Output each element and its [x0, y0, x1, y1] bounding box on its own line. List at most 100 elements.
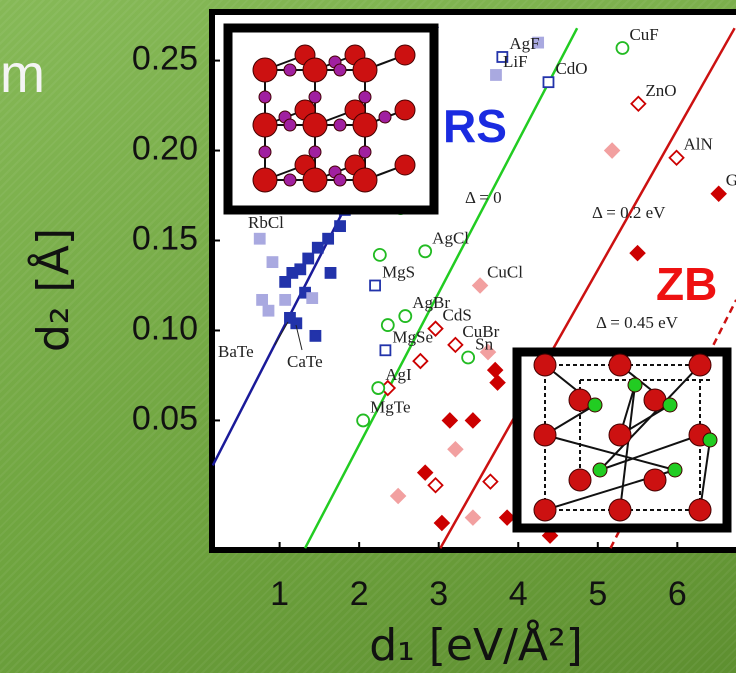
- chart: m AgFLiFCdOMgSMgSeZnOAlNCdSCuBrGaNCuClCu…: [0, 0, 736, 673]
- data-point: [357, 414, 369, 426]
- atom: [534, 499, 556, 521]
- y-tick-label: 0.25: [132, 40, 198, 78]
- atom: [334, 119, 346, 131]
- point-label: CuF: [629, 25, 658, 44]
- point-label: ZnO: [645, 81, 676, 100]
- data-point: [462, 351, 474, 363]
- atom: [534, 354, 556, 376]
- atom: [668, 463, 682, 477]
- atom: [609, 354, 631, 376]
- y-tick-label: 0.05: [132, 399, 198, 437]
- data-point: [335, 221, 345, 231]
- annotation: CaTe: [287, 352, 323, 371]
- atom: [309, 146, 321, 158]
- atom: [663, 398, 677, 412]
- data-point: [616, 42, 628, 54]
- atom: [253, 168, 277, 192]
- data-point: [374, 249, 386, 261]
- atom: [395, 45, 415, 65]
- data-point: [263, 306, 273, 316]
- data-point: [257, 295, 267, 305]
- data-point: [491, 70, 501, 80]
- atom: [353, 113, 377, 137]
- atom: [284, 119, 296, 131]
- atom: [593, 463, 607, 477]
- atom: [334, 174, 346, 186]
- y-tick-label: 0.10: [132, 309, 198, 347]
- atom: [689, 499, 711, 521]
- atom: [359, 91, 371, 103]
- atom: [395, 155, 415, 175]
- atom: [284, 174, 296, 186]
- data-point: [543, 77, 553, 87]
- point-label: AgI: [385, 365, 412, 384]
- y-tick-label: 0.20: [132, 130, 198, 168]
- y-tick-label: 0.15: [132, 219, 198, 257]
- data-point: [280, 277, 290, 287]
- atom: [644, 469, 666, 491]
- point-label: CdO: [555, 59, 587, 78]
- atom: [689, 354, 711, 376]
- atom: [609, 499, 631, 521]
- x-tick-label: 2: [350, 575, 369, 613]
- data-point: [380, 345, 390, 355]
- annotation: RbCl: [248, 213, 284, 232]
- point-label: MgSe: [392, 327, 433, 346]
- atom: [395, 100, 415, 120]
- data-point: [399, 310, 411, 322]
- annotation: BaTe: [218, 342, 254, 361]
- line-label: Δ = 0.2 eV: [592, 203, 666, 222]
- line-label: Δ = 0: [465, 188, 502, 207]
- data-point: [307, 293, 317, 303]
- point-label: AgBr: [412, 293, 450, 312]
- data-point: [255, 234, 265, 244]
- point-label: AlN: [684, 135, 713, 154]
- data-point: [310, 331, 320, 341]
- title-fragment: m: [0, 44, 45, 104]
- atom: [353, 168, 377, 192]
- data-point: [313, 243, 323, 253]
- data-point: [419, 245, 431, 257]
- data-point: [323, 234, 333, 244]
- x-tick-label: 1: [270, 575, 289, 613]
- point-label: AgF: [509, 34, 539, 53]
- atom: [303, 168, 327, 192]
- line-label: Δ = 0.45 eV: [596, 313, 679, 332]
- inset-label: RS: [443, 100, 507, 152]
- y-axis-label: d₂ [Å]: [26, 228, 79, 352]
- atom: [628, 378, 642, 392]
- atom: [353, 58, 377, 82]
- atom: [359, 146, 371, 158]
- point-label: LiF: [503, 52, 528, 71]
- data-point: [267, 257, 277, 267]
- atom: [303, 58, 327, 82]
- atom: [569, 389, 591, 411]
- atom: [534, 424, 556, 446]
- x-axis-label: d₁ [eV/Å²]: [369, 618, 583, 671]
- inset-label: ZB: [656, 258, 717, 310]
- atom: [334, 64, 346, 76]
- atom: [309, 91, 321, 103]
- atom: [253, 113, 277, 137]
- point-label: GaN: [726, 171, 736, 190]
- atom: [569, 469, 591, 491]
- atom: [253, 58, 277, 82]
- x-tick-label: 4: [509, 575, 528, 613]
- data-point: [370, 280, 380, 290]
- atom: [588, 398, 602, 412]
- point-label: MgS: [382, 262, 415, 281]
- atom: [379, 111, 391, 123]
- data-point: [326, 268, 336, 278]
- point-label: MgTe: [370, 397, 410, 416]
- atom: [703, 433, 717, 447]
- data-point: [280, 295, 290, 305]
- atom: [259, 146, 271, 158]
- atom: [609, 424, 631, 446]
- atom: [284, 64, 296, 76]
- atom: [303, 113, 327, 137]
- data-point: [382, 319, 394, 331]
- x-tick-label: 3: [429, 575, 448, 613]
- point-label: AgCl: [432, 228, 469, 247]
- data-point: [303, 254, 313, 264]
- point-label: Sn: [475, 334, 493, 353]
